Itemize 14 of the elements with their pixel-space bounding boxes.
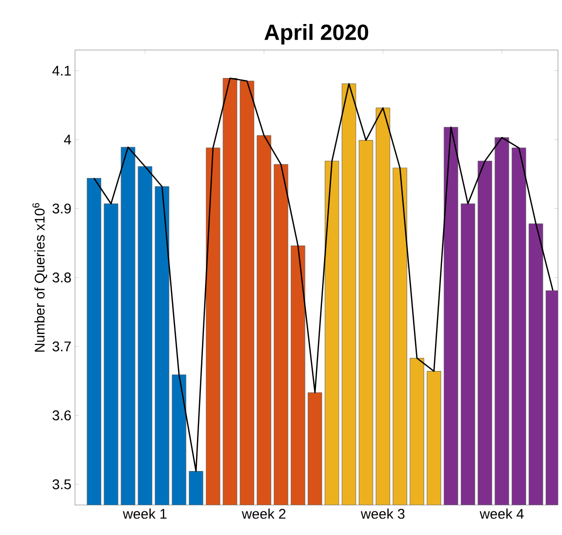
- y-tick-label: 4.1: [52, 66, 71, 76]
- y-tick-label: 3.9: [52, 204, 71, 214]
- y-tick-label: 4: [64, 134, 72, 144]
- y-tick-label: 3.6: [52, 410, 71, 420]
- x-tick-label: week 3: [360, 508, 404, 519]
- x-tick-label: week 2: [242, 508, 286, 519]
- chart-title: April 2020: [264, 24, 368, 44]
- line-series: [93, 78, 554, 472]
- y-axis-title: Number of Queries x10$^{6}$: [32, 203, 48, 352]
- y-tick-label: 3.7: [52, 341, 71, 352]
- x-tick-label: week 4: [480, 508, 524, 519]
- x-tick-label: week 1: [122, 508, 167, 519]
- y-tick-label: 3.8: [52, 272, 71, 282]
- y-tick-label: 3.5: [52, 479, 71, 490]
